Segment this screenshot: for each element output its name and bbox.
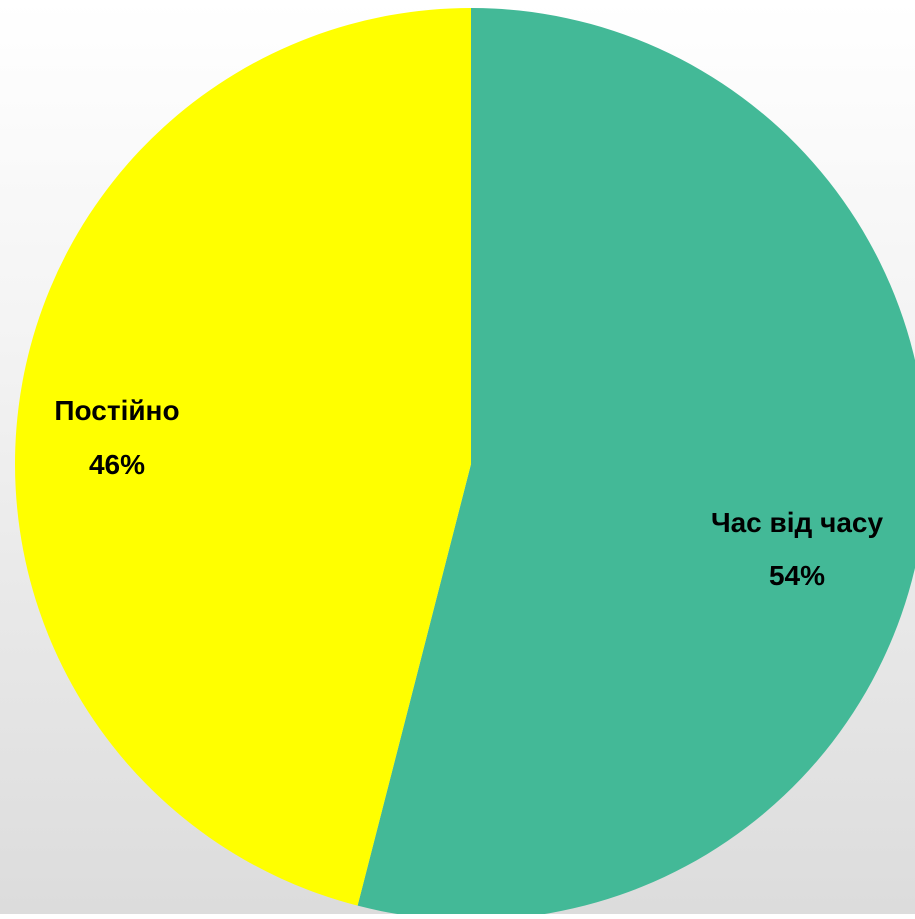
pie-slice-2 <box>14 7 471 906</box>
pie-slices <box>14 7 915 919</box>
pie-labels: Час від часу 54% Постійно 46% <box>54 395 883 591</box>
slice-percent-label-2: 46% <box>89 449 145 480</box>
slice-category-label-1: Час від часу <box>711 507 884 538</box>
slice-category-label-2: Постійно <box>54 395 179 426</box>
slice-percent-label-1: 54% <box>769 560 825 591</box>
pie-slice-1 <box>357 8 915 919</box>
